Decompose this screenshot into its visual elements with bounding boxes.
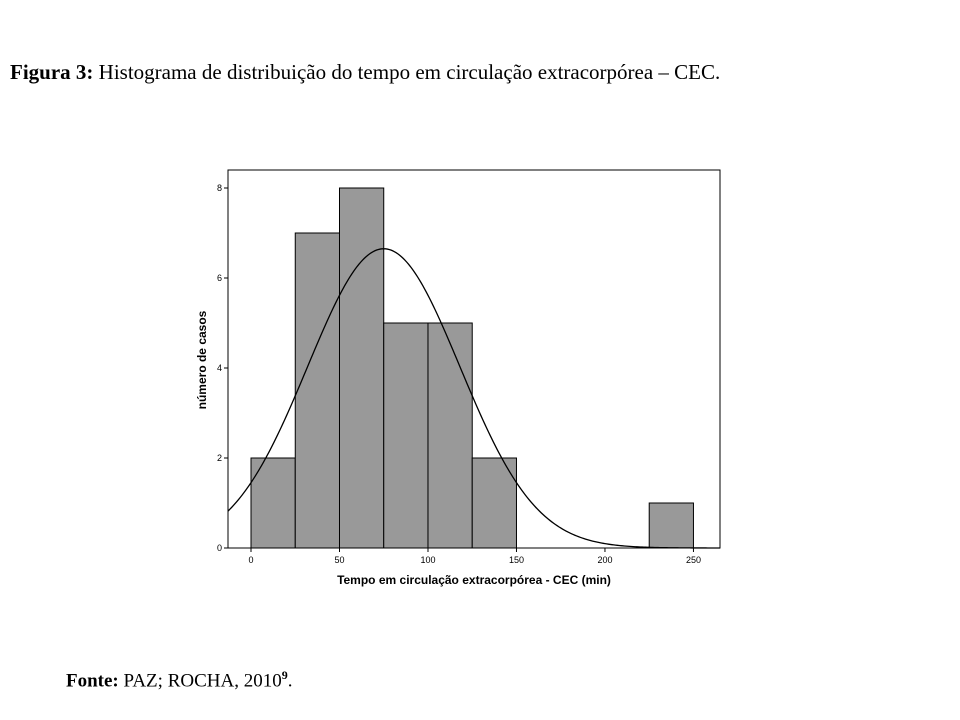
normal-curve [227,248,720,549]
bars-layer [250,187,694,549]
histogram-bar [338,187,385,549]
y-tick-label: 2 [217,453,222,463]
x-tick-label: 100 [420,555,435,565]
figure-caption: Figura 3: Histograma de distribuição do … [10,60,720,85]
plot-frame [227,169,721,549]
y-tick-label: 0 [217,543,222,553]
x-axis-title: Tempo em circulação extracorpórea - CEC … [337,573,611,587]
y-tick-label: 6 [217,273,222,283]
x-tick-label: 250 [686,555,701,565]
y-axis-title: número de casos [195,310,209,409]
x-tick-label: 0 [248,555,253,565]
source-label: Fonte: [66,670,119,692]
histogram-bar [471,457,517,549]
histogram-bar [648,502,694,549]
axes-layer: 0 50 100 150 200 250 0 2 4 6 8 [217,169,721,565]
caption-text: Histograma de distribuição do tempo em c… [98,60,721,84]
source-end: . [287,670,293,692]
x-tick-label: 200 [597,555,612,565]
histogram-bar [383,322,429,549]
y-tick-label: 8 [217,183,222,193]
histogram-bar [294,232,340,549]
figure-source: Fonte: PAZ; ROCHA, 20109. [66,668,292,692]
curve-layer [227,248,720,549]
source-reference: 9 [281,668,288,682]
caption-label: Figura 3: [10,60,94,84]
source-text: PAZ; ROCHA, 2010 [123,670,282,692]
histogram-bar [427,322,473,549]
x-tick-label: 50 [334,555,344,565]
x-tick-label: 150 [509,555,524,565]
y-tick-label: 4 [217,363,222,373]
